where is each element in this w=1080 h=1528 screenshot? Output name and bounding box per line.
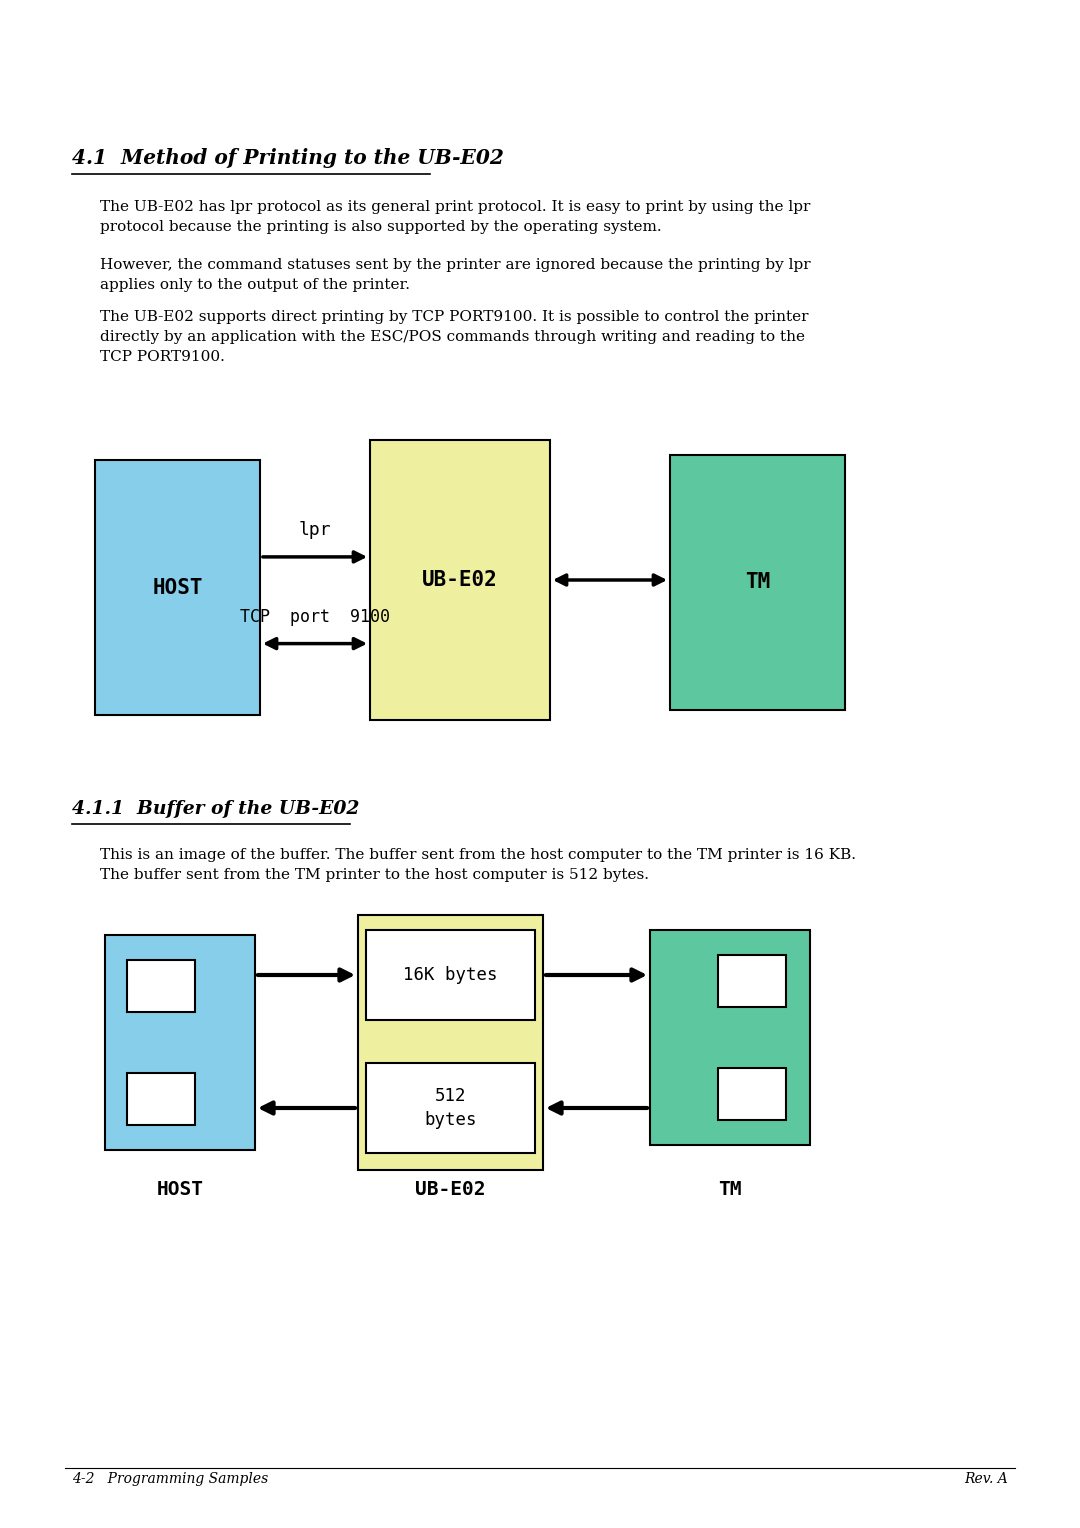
Text: The UB-E02 has lpr protocol as its general print protocol. It is easy to print b: The UB-E02 has lpr protocol as its gener… (100, 200, 810, 234)
Text: 16K bytes: 16K bytes (403, 966, 498, 984)
Bar (718, 955, 786, 1007)
Text: TM: TM (745, 573, 770, 593)
Text: The UB-E02 supports direct printing by TCP PORT9100. It is possible to control t: The UB-E02 supports direct printing by T… (100, 310, 809, 364)
Text: Rev. A: Rev. A (964, 1471, 1008, 1487)
Bar (650, 931, 810, 1144)
Bar (370, 440, 550, 720)
Bar (357, 915, 543, 1170)
Bar (95, 460, 260, 715)
Text: This is an image of the buffer. The buffer sent from the host computer to the TM: This is an image of the buffer. The buff… (100, 848, 856, 882)
Text: HOST: HOST (157, 1180, 203, 1199)
Text: TM: TM (718, 1180, 742, 1199)
Bar (127, 960, 195, 1012)
Bar (366, 931, 535, 1021)
Bar (366, 1063, 535, 1154)
Text: UB-E02: UB-E02 (422, 570, 498, 590)
Text: 512
bytes: 512 bytes (424, 1088, 476, 1129)
Text: 4-2   Programming Samples: 4-2 Programming Samples (72, 1471, 268, 1487)
Bar (127, 1073, 195, 1125)
Text: lpr: lpr (299, 521, 332, 539)
Text: However, the command statuses sent by the printer are ignored because the printi: However, the command statuses sent by th… (100, 258, 811, 292)
Text: 4.1.1  Buffer of the UB-E02: 4.1.1 Buffer of the UB-E02 (72, 801, 360, 817)
Text: TCP  port  9100: TCP port 9100 (240, 608, 390, 625)
Text: UB-E02: UB-E02 (415, 1180, 486, 1199)
Text: 4.1  Method of Printing to the UB-E02: 4.1 Method of Printing to the UB-E02 (72, 148, 504, 168)
Bar (105, 935, 255, 1151)
Text: HOST: HOST (152, 578, 203, 597)
Bar (718, 1068, 786, 1120)
Bar (670, 455, 845, 711)
